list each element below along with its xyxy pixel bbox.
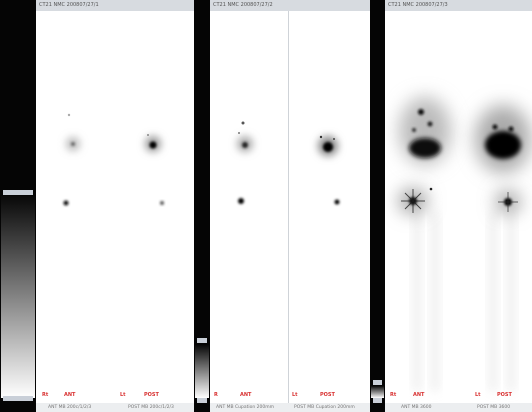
panel-footer: ANT MB Cupation 200mm POST MB Cupation 2… xyxy=(210,403,370,412)
label-posterior: POST xyxy=(497,392,512,398)
gradient xyxy=(1,196,35,398)
label-anterior: ANT xyxy=(413,392,425,398)
footer-posterior: POST MB 200c/1/2/3 xyxy=(128,405,174,410)
label-posterior: POST xyxy=(320,392,335,398)
soft-tissue-haze xyxy=(413,211,515,391)
scale-max-marker[interactable] xyxy=(197,338,207,343)
label-right: Rt xyxy=(42,392,49,398)
scale-min-marker[interactable] xyxy=(197,398,207,403)
label-right: R xyxy=(214,392,218,398)
scale-min-marker[interactable] xyxy=(3,396,33,401)
view-divider xyxy=(288,11,289,403)
posterior-view xyxy=(318,135,340,205)
gradient xyxy=(371,386,384,398)
footer-posterior: POST MB 3600 xyxy=(477,405,511,410)
scan-image-1 xyxy=(63,113,164,206)
label-left: Lt xyxy=(292,392,298,398)
scan-panel-2: CT21 NMC 200807/27/2 R ANT Lt POST ANT M… xyxy=(210,0,370,412)
grayscale-bar-1 xyxy=(0,0,36,412)
label-left: Lt xyxy=(120,392,126,398)
panel-footer: ANT MB 200c/1/2/3 POST MB 200c/1/2/3 xyxy=(36,403,194,412)
scale-min-marker[interactable] xyxy=(373,398,382,403)
scan-panel-1: CT21 NMC 200807/27/1 Rt ANT Lt POST ANT … xyxy=(36,0,194,412)
scan-image-2 xyxy=(237,121,340,205)
panel-header: CT21 NMC 200807/27/1 xyxy=(36,0,194,11)
grayscale-bar-2 xyxy=(194,0,210,412)
panel-footer: ANT MB 3600 POST MB 3600 xyxy=(385,403,532,412)
grayscale-bar-3 xyxy=(370,0,385,412)
panel-header: CT21 NMC 200807/27/2 xyxy=(210,0,370,11)
scale-max-marker[interactable] xyxy=(373,380,382,385)
anterior-view xyxy=(237,121,253,204)
footer-anterior: ANT MB Cupation 200mm xyxy=(216,405,275,410)
scale-max-marker[interactable] xyxy=(3,190,33,195)
label-anterior: ANT xyxy=(240,392,252,398)
scan-panel-3: CT21 NMC 200807/27/3 xyxy=(385,0,532,412)
label-posterior: POST xyxy=(144,392,159,398)
footer-anterior: ANT MB 200c/1/2/3 xyxy=(48,405,92,410)
anterior-view xyxy=(399,97,451,213)
panel-header: CT21 NMC 200807/27/3 xyxy=(385,0,532,11)
footer-posterior: POST MB Cupation 200mm xyxy=(294,405,355,410)
posterior-view xyxy=(145,134,164,205)
label-anterior: ANT xyxy=(64,392,76,398)
gradient xyxy=(195,345,209,398)
label-left: Lt xyxy=(475,392,481,398)
label-right: Rt xyxy=(390,392,397,398)
posterior-view xyxy=(475,105,531,213)
anterior-view xyxy=(63,113,80,206)
scan-image-3 xyxy=(399,97,531,391)
footer-anterior: ANT MB 3600 xyxy=(401,405,432,410)
